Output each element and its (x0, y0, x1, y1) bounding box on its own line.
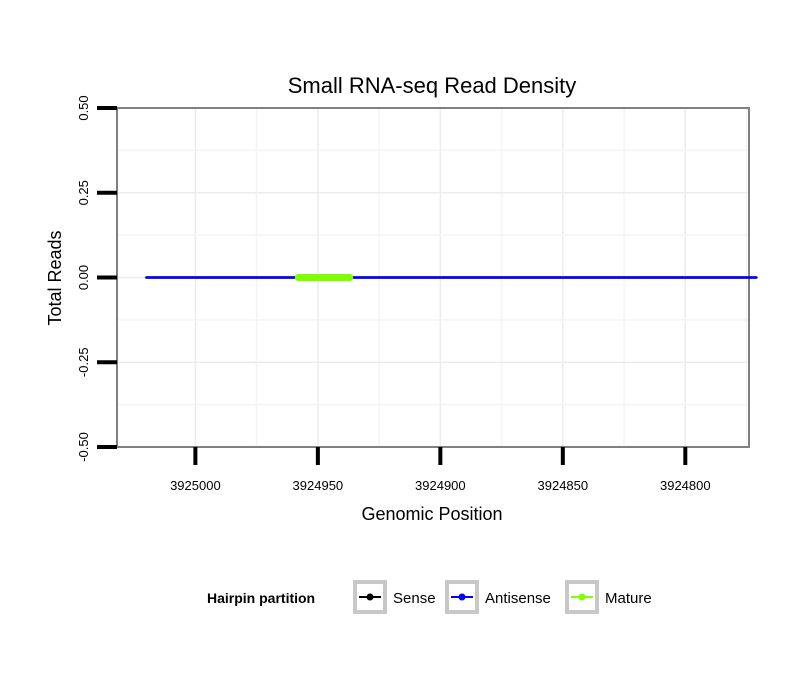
x-tick-label-0: 3925000 (170, 478, 221, 493)
legend-label-sense: Sense (393, 590, 436, 607)
y-axis: -0.50 -0.25 0.00 0.25 0.50 (76, 95, 117, 462)
legend-title: Hairpin partition (207, 590, 315, 606)
legend-key-point (578, 593, 586, 601)
y-tick-label-0: -0.50 (76, 432, 91, 462)
x-axis: 3925000 3924950 3924900 3924850 3924800 (170, 447, 711, 493)
legend-keys: Sense Antisense Mature (353, 580, 652, 614)
legend-label-antisense: Antisense (485, 590, 551, 607)
legend: Hairpin partition Sense Antisense Mature (207, 580, 652, 614)
legend-item-antisense: Antisense (445, 580, 551, 614)
x-tick-label-3: 3924850 (538, 478, 589, 493)
y-tick-label-3: 0.25 (76, 180, 91, 205)
legend-label-mature: Mature (605, 590, 652, 607)
x-axis-title: Genomic Position (361, 504, 502, 524)
y-axis-title: Total Reads (45, 230, 65, 325)
legend-item-sense: Sense (353, 580, 436, 614)
y-tick-label-4: 0.50 (76, 95, 91, 120)
legend-key-point (366, 593, 374, 601)
y-tick-label-2: 0.00 (76, 265, 91, 290)
legend-key-point (458, 593, 466, 601)
x-tick-label-1: 3924950 (293, 478, 344, 493)
x-tick-label-4: 3924800 (660, 478, 711, 493)
y-tick-label-1: -0.25 (76, 347, 91, 377)
x-tick-label-2: 3924900 (415, 478, 466, 493)
legend-item-mature: Mature (565, 580, 652, 614)
chart-title: Small RNA-seq Read Density (288, 73, 577, 98)
